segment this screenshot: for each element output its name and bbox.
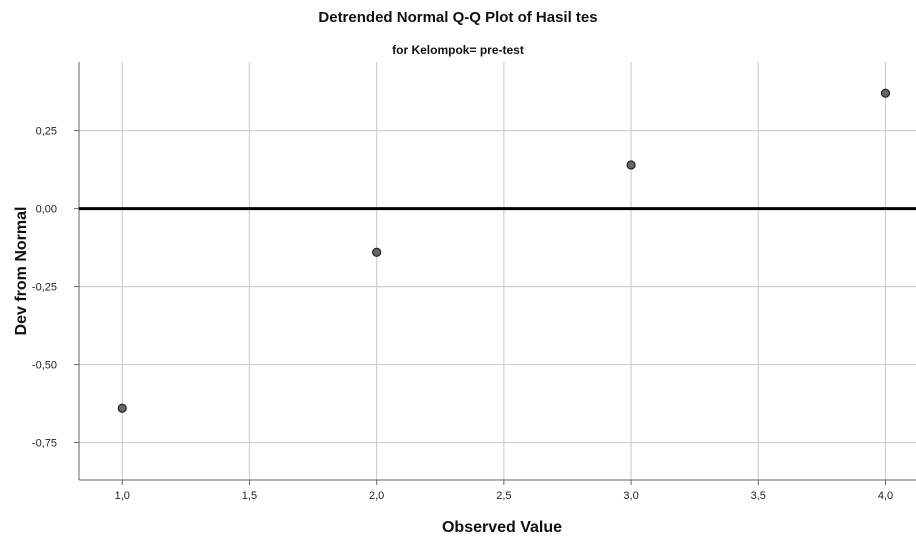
data-point: [626, 160, 636, 170]
y-tick-label: -0,50: [32, 360, 57, 372]
x-tick-label: 1,0: [115, 490, 130, 502]
x-tick-label: 1,5: [242, 490, 257, 502]
x-tick-label: 2,5: [496, 490, 511, 502]
data-point: [372, 247, 382, 257]
data-points: [117, 88, 891, 413]
chart-title: Detrended Normal Q-Q Plot of Hasil tes: [318, 9, 598, 26]
grid: [79, 62, 916, 480]
x-tick-label: 3,0: [623, 490, 638, 502]
x-axis-label: Observed Value: [442, 519, 562, 536]
y-tick-label: 0,25: [36, 126, 57, 138]
x-tick-label: 4,0: [878, 490, 893, 502]
data-point: [880, 88, 891, 98]
chart-subtitle: for Kelompok= pre-test: [392, 43, 524, 57]
x-tick-label: 2,0: [369, 490, 384, 502]
y-tick-label: 0,00: [36, 204, 57, 216]
x-tick-label: 3,5: [751, 490, 766, 502]
data-point: [117, 403, 127, 413]
y-axis-label: Dev from Normal: [13, 207, 30, 336]
tick-labels: 1,0 1,5 2,0 2,5 3,0 3,5 4,0 0,25 0,00 -0,25 -0,50 -…: [32, 126, 893, 502]
y-tick-label: -0,25: [32, 282, 57, 294]
axes: [74, 62, 916, 485]
y-tick-label: -0,75: [32, 438, 57, 450]
